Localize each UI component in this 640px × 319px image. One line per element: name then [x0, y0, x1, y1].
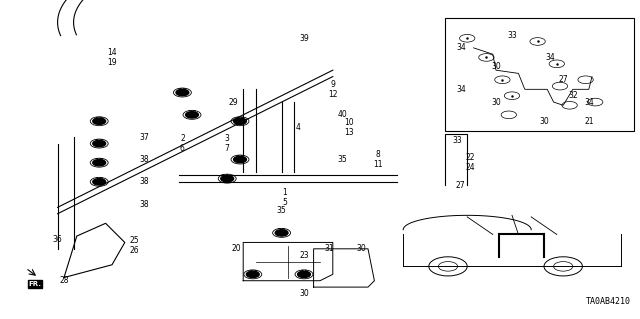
Text: 28: 28 — [60, 276, 68, 285]
Circle shape — [221, 175, 234, 182]
Text: 30: 30 — [276, 228, 287, 237]
Text: 21: 21 — [584, 117, 593, 126]
Circle shape — [234, 118, 246, 124]
Text: 30: 30 — [491, 98, 501, 107]
Text: TA0AB4210: TA0AB4210 — [586, 297, 630, 306]
Text: FR.: FR. — [29, 281, 42, 287]
Text: 2
6: 2 6 — [180, 134, 185, 153]
Text: 4: 4 — [295, 123, 300, 132]
Text: 27: 27 — [456, 181, 466, 189]
Text: 23: 23 — [299, 251, 309, 260]
Circle shape — [176, 89, 189, 96]
Text: 40: 40 — [337, 110, 348, 119]
Text: 36: 36 — [52, 235, 63, 244]
Circle shape — [93, 160, 106, 166]
Text: 3
7: 3 7 — [225, 134, 230, 153]
Text: 15: 15 — [94, 117, 104, 126]
Text: 1
5: 1 5 — [282, 188, 287, 207]
Text: 31: 31 — [324, 244, 335, 253]
Circle shape — [246, 271, 259, 278]
Text: FR.: FR. — [29, 281, 42, 287]
Text: 39: 39 — [177, 88, 188, 97]
Text: 17: 17 — [94, 158, 104, 167]
Text: 38: 38 — [139, 200, 149, 209]
Text: 20: 20 — [232, 244, 242, 253]
Text: 14
19: 14 19 — [107, 48, 117, 67]
Text: 29–: 29– — [220, 174, 234, 183]
Bar — [445, 18, 634, 131]
Text: 16: 16 — [94, 139, 104, 148]
Circle shape — [298, 271, 310, 278]
Text: 37: 37 — [139, 133, 149, 142]
Text: 22
24: 22 24 — [465, 153, 476, 172]
Text: 34: 34 — [456, 85, 466, 94]
Text: 30: 30 — [248, 270, 258, 279]
Text: 29: 29 — [235, 117, 245, 126]
Text: 9
12: 9 12 — [328, 80, 337, 99]
Text: 32: 32 — [568, 91, 578, 100]
Circle shape — [275, 230, 288, 236]
Text: 33: 33 — [452, 136, 463, 145]
Text: 29: 29 — [228, 98, 239, 107]
Text: 35: 35 — [337, 155, 348, 164]
Circle shape — [93, 140, 106, 147]
Text: 30: 30 — [539, 117, 549, 126]
Text: 39: 39 — [299, 34, 309, 43]
Text: 38: 38 — [139, 177, 149, 186]
Text: 29: 29 — [235, 155, 245, 164]
Circle shape — [234, 156, 246, 163]
Text: 35: 35 — [276, 206, 287, 215]
Text: 34: 34 — [584, 98, 594, 107]
Circle shape — [93, 118, 106, 124]
Circle shape — [93, 179, 106, 185]
Text: 10
13: 10 13 — [344, 118, 354, 137]
Circle shape — [186, 112, 198, 118]
Text: 30: 30 — [491, 63, 501, 71]
Text: 33: 33 — [507, 31, 517, 40]
Text: 38: 38 — [139, 155, 149, 164]
Text: 18: 18 — [95, 177, 104, 186]
Text: 25
26: 25 26 — [129, 236, 140, 255]
Text: 30: 30 — [356, 244, 367, 253]
Text: 34: 34 — [456, 43, 466, 52]
Text: 30: 30 — [299, 270, 309, 279]
Text: 34: 34 — [545, 53, 556, 62]
Text: 39: 39 — [187, 110, 197, 119]
Text: 27: 27 — [558, 75, 568, 84]
Text: 30: 30 — [299, 289, 309, 298]
Text: 8
11: 8 11 — [373, 150, 382, 169]
